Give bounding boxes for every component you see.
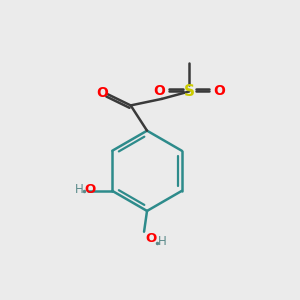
Text: H: H: [158, 235, 167, 248]
Text: H: H: [75, 183, 84, 196]
Text: O: O: [96, 85, 108, 100]
Text: O: O: [84, 183, 96, 196]
Text: O: O: [154, 84, 165, 98]
Text: S: S: [184, 84, 195, 99]
Text: O: O: [213, 84, 225, 98]
Text: O: O: [145, 232, 156, 245]
